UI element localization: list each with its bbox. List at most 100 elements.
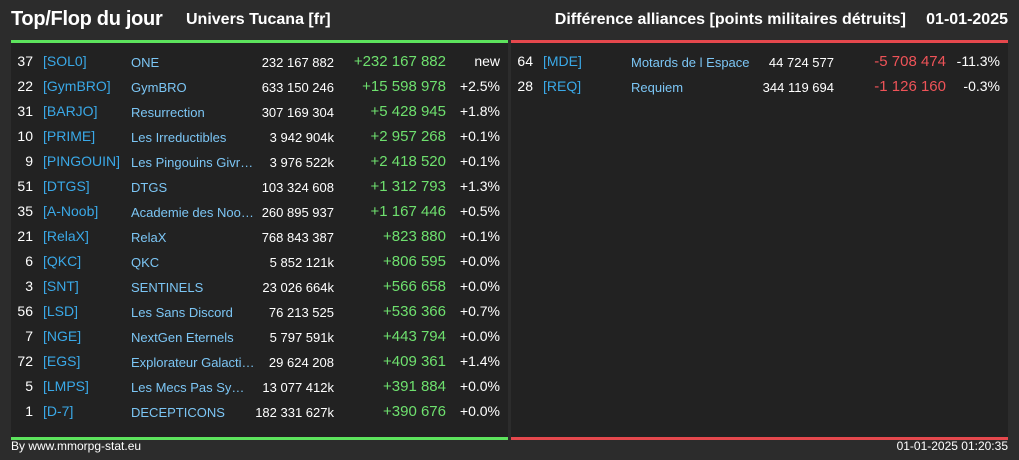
alliance-name-link[interactable]: DTGS — [131, 180, 168, 195]
alliance-points: 29 624 208 — [268, 355, 334, 370]
alliance-tag-link[interactable]: [REQ] — [543, 78, 582, 94]
alliance-points: 23 026 664k — [262, 280, 334, 295]
percent-change: +0.0% — [459, 403, 500, 419]
alliance-name-link[interactable]: SENTINELS — [131, 280, 204, 295]
top-row: 56 [LSD] Les Sans Discord 76 213 525 +536 36… — [11, 300, 508, 325]
percent-change: +0.1% — [459, 153, 500, 169]
top-row: 51 [DTGS] DTGS 103 324 608 +1 312 793 +1.3% — [11, 175, 508, 200]
percent-change: +0.1% — [459, 228, 500, 244]
alliance-points: 103 324 608 — [261, 180, 334, 195]
alliance-tag-link[interactable]: [EGS] — [43, 353, 81, 369]
alliance-name-link[interactable]: Les Irreductibles — [131, 130, 227, 145]
alliance-name-link[interactable]: Explorateur Galacti… — [131, 355, 255, 370]
flop-row: 28 [REQ] Requiem 344 119 694 -1 126 160 -0.3% — [511, 75, 1008, 100]
date-label: 01-01-2025 — [926, 11, 1008, 28]
alliance-name-link[interactable]: Les Sans Discord — [131, 305, 233, 320]
alliance-name-link[interactable]: NextGen Eternels — [131, 330, 234, 345]
percent-change: +0.0% — [459, 253, 500, 269]
top-row: 10 [PRIME] Les Irreductibles 3 942 904k +2 9… — [11, 125, 508, 150]
alliance-rank: 37 — [17, 53, 33, 69]
top-row: 1 [D-7] DECEPTICONS 182 331 627k +390 676 +0.… — [11, 400, 508, 425]
points-difference: +443 794 — [383, 328, 446, 345]
alliance-tag-link[interactable]: [BARJO] — [43, 103, 98, 119]
alliance-points: 3 942 904k — [269, 130, 334, 145]
percent-change: -0.3% — [963, 78, 1000, 94]
alliance-tag-link[interactable]: [LMPS] — [43, 378, 89, 394]
alliance-rank: 5 — [25, 378, 33, 394]
alliance-rank: 35 — [17, 203, 33, 219]
top-row: 21 [RelaX] RelaX 768 843 387 +823 880 +0.1% — [11, 225, 508, 250]
alliance-name-link[interactable]: Les Mecs Pas Sy… — [131, 380, 245, 395]
alliance-name-link[interactable]: DECEPTICONS — [131, 405, 225, 420]
alliance-rank: 22 — [17, 78, 33, 94]
points-difference: -1 126 160 — [874, 78, 946, 95]
alliance-tag-link[interactable]: [SOL0] — [43, 53, 87, 69]
alliance-name-link[interactable]: Requiem — [631, 80, 684, 95]
top-row: 5 [LMPS] Les Mecs Pas Sy… 13 077 412k +391 8… — [11, 375, 508, 400]
points-difference: +2 418 520 — [370, 153, 447, 170]
percent-change: +0.7% — [459, 303, 500, 319]
alliance-tag-link[interactable]: [A-Noob] — [43, 203, 99, 219]
points-difference: +536 366 — [383, 303, 446, 320]
points-difference: +391 884 — [383, 378, 446, 395]
alliance-tag-link[interactable]: [NGE] — [43, 328, 82, 344]
percent-change: +0.1% — [459, 128, 500, 144]
alliance-rank: 9 — [25, 153, 33, 169]
alliance-rank: 3 — [25, 278, 33, 294]
points-difference: +390 676 — [383, 403, 446, 420]
alliance-tag-link[interactable]: [PINGOUIN] — [43, 153, 121, 169]
alliance-name-link[interactable]: Academie des Noob… — [131, 205, 256, 220]
percent-change: new — [474, 53, 500, 69]
points-difference: +1 312 793 — [370, 178, 447, 195]
points-difference: +409 361 — [383, 353, 446, 370]
alliance-rank: 72 — [17, 353, 33, 369]
percent-change: +2.5% — [459, 78, 500, 94]
alliance-points: 76 213 525 — [268, 305, 334, 320]
alliance-tag-link[interactable]: [D-7] — [43, 403, 74, 419]
points-difference: +5 428 945 — [370, 103, 447, 120]
percent-change: -11.3% — [956, 53, 1000, 69]
top-row: 3 [SNT] SENTINELS 23 026 664k +566 658 +0.0% — [11, 275, 508, 300]
alliance-name-link[interactable]: ONE — [131, 55, 160, 70]
alliance-name-link[interactable]: QKC — [131, 255, 160, 270]
alliance-name-link[interactable]: Les Pingouins Givre… — [131, 155, 256, 170]
alliance-tag-link[interactable]: [QKC] — [43, 253, 82, 269]
points-difference: +2 957 268 — [370, 128, 447, 145]
alliance-name-link[interactable]: Resurrection — [131, 105, 205, 120]
top-row: 7 [NGE] NextGen Eternels 5 797 591k +443 794… — [11, 325, 508, 350]
points-difference: +806 595 — [383, 253, 446, 270]
alliance-rank: 31 — [17, 103, 33, 119]
alliance-points: 13 077 412k — [262, 380, 334, 395]
alliance-name-link[interactable]: GymBRO — [131, 80, 187, 95]
percent-change: +0.0% — [459, 378, 500, 394]
top-row: 22 [GymBRO] GymBRO 633 150 246 +15 598 978 +2… — [11, 75, 508, 100]
percent-change: +1.3% — [459, 178, 500, 194]
alliance-name-link[interactable]: RelaX — [131, 230, 167, 245]
alliance-tag-link[interactable]: [LSD] — [43, 303, 79, 319]
alliance-points: 44 724 577 — [768, 55, 834, 70]
points-difference: +1 167 446 — [370, 203, 447, 220]
alliance-rank: 51 — [17, 178, 33, 194]
alliance-rank: 28 — [517, 78, 533, 94]
alliance-tag-link[interactable]: [DTGS] — [43, 178, 90, 194]
points-difference: -5 708 474 — [874, 53, 946, 70]
alliance-tag-link[interactable]: [SNT] — [43, 278, 79, 294]
page-title: Top/Flop du jour — [11, 8, 163, 30]
alliance-points: 3 976 522k — [269, 155, 334, 170]
percent-change: +0.5% — [459, 203, 500, 219]
alliance-name-link[interactable]: Motards de l Espace — [631, 55, 750, 70]
alliance-rank: 1 — [25, 403, 33, 419]
alliance-tag-link[interactable]: [MDE] — [543, 53, 582, 69]
alliance-rank: 21 — [17, 228, 33, 244]
alliance-points: 344 119 694 — [762, 80, 834, 95]
percent-change: +0.0% — [459, 328, 500, 344]
alliance-points: 633 150 246 — [261, 80, 334, 95]
points-difference: +15 598 978 — [362, 78, 446, 95]
alliance-points: 307 169 304 — [261, 105, 334, 120]
top-panel: 37 [SOL0] ONE 232 167 882 +232 167 882 new 22[… — [11, 40, 508, 440]
alliance-tag-link[interactable]: [PRIME] — [43, 128, 96, 144]
alliance-tag-link[interactable]: [RelaX] — [43, 228, 89, 244]
alliance-tag-link[interactable]: [GymBRO] — [43, 78, 111, 94]
top-row: 35 [A-Noob] Academie des Noob… 260 895 937 +… — [11, 200, 508, 225]
